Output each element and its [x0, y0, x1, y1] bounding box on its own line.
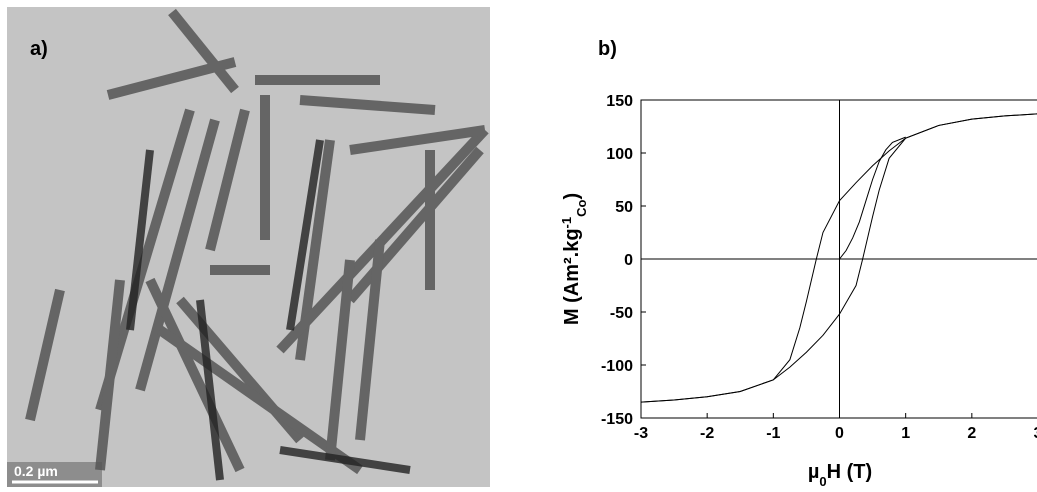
y-tick-label: 50	[615, 199, 633, 216]
x-tick-label: 2	[967, 425, 976, 442]
tem-image: a) 0.2 µm	[7, 7, 490, 487]
y-tick-label: -150	[601, 411, 633, 428]
y-axis-label-part: M (Am².kg	[561, 228, 583, 325]
y-tick-label: -100	[601, 358, 633, 375]
x-tick-label: 3	[1034, 425, 1037, 442]
y-axis-label-part: Co	[574, 200, 589, 217]
x-tick-label: -1	[766, 425, 780, 442]
x-axis-label-part: 0	[819, 474, 826, 488]
x-axis-label-part: µ	[808, 461, 820, 483]
x-tick-label: -2	[700, 425, 714, 442]
x-tick-label: -3	[634, 425, 648, 442]
x-tick-label: 0	[835, 425, 844, 442]
y-tick-label: -50	[610, 305, 633, 322]
y-axis-label: M (Am².kg-1Co)	[559, 193, 589, 325]
panel-label: b)	[598, 38, 617, 60]
y-axis-label-part: -1	[559, 217, 574, 229]
y-axis-label-part: )	[561, 193, 583, 200]
x-axis-label: µ0H (T)	[808, 461, 872, 487]
x-tick-label: 1	[901, 425, 910, 442]
y-tick-label: 100	[606, 146, 633, 163]
page: a) 0.2 µm b) 150100500-50-100-150-3-2-10…	[0, 0, 1037, 487]
y-tick-label: 0	[624, 252, 633, 269]
scale-bar-label: 0.2 µm	[14, 463, 58, 479]
panel-label: a)	[30, 38, 48, 60]
x-axis-label-part: H (T)	[827, 461, 873, 483]
y-tick-label: 150	[606, 93, 633, 110]
hysteresis-curve	[840, 137, 906, 259]
figure: a) 0.2 µm b) 150100500-50-100-150-3-2-10…	[0, 0, 1037, 487]
